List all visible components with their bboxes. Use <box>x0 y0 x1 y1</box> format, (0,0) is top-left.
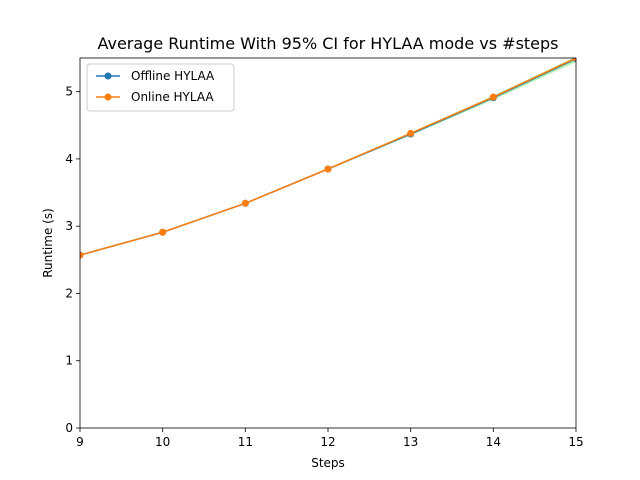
legend-label: Online HYLAA <box>131 90 214 104</box>
data-point-online-hylaa <box>241 199 249 207</box>
y-tick-label: 0 <box>65 421 73 435</box>
data-point-online-hylaa <box>324 165 332 173</box>
series-online-hylaa <box>80 58 576 259</box>
data-point-online-hylaa <box>407 129 415 137</box>
data-point-online-hylaa <box>159 228 167 236</box>
x-tick-label: 12 <box>320 435 335 449</box>
legend-item-offline-hylaa: Offline HYLAA <box>96 69 215 83</box>
y-tick-label: 2 <box>65 286 73 300</box>
legend-item-online-hylaa: Online HYLAA <box>96 90 214 104</box>
y-tick-label: 5 <box>65 85 73 99</box>
y-tick-label: 1 <box>65 354 73 368</box>
series-layer <box>80 58 576 259</box>
data-point-online-hylaa <box>572 58 576 62</box>
x-axis-label: Steps <box>311 456 345 470</box>
y-axis-label: Runtime (s) <box>41 208 55 278</box>
legend: Offline HYLAA Online HYLAA <box>86 63 235 112</box>
x-tick-label: 10 <box>155 435 170 449</box>
legend-swatch-marker <box>104 93 112 101</box>
x-tick-label: 15 <box>568 435 583 449</box>
data-point-online-hylaa <box>489 93 497 101</box>
y-tick-label: 4 <box>65 152 73 166</box>
legend-label: Offline HYLAA <box>131 69 215 83</box>
legend-box <box>86 63 235 112</box>
data-point-online-hylaa <box>80 251 84 259</box>
x-tick-label: 14 <box>486 435 501 449</box>
legend-swatch-marker <box>104 72 112 80</box>
y-tick-label: 3 <box>65 219 73 233</box>
x-tick-label: 11 <box>238 435 253 449</box>
x-axis-ticks: 9 10 11 12 13 14 15 <box>76 428 584 449</box>
x-tick-label: 13 <box>403 435 418 449</box>
plot-frame <box>79 57 577 429</box>
chart-title: Average Runtime With 95% CI for HYLAA mo… <box>97 34 558 53</box>
y-axis-ticks: 0 1 2 3 4 5 <box>65 85 80 435</box>
x-tick-label: 9 <box>76 435 84 449</box>
